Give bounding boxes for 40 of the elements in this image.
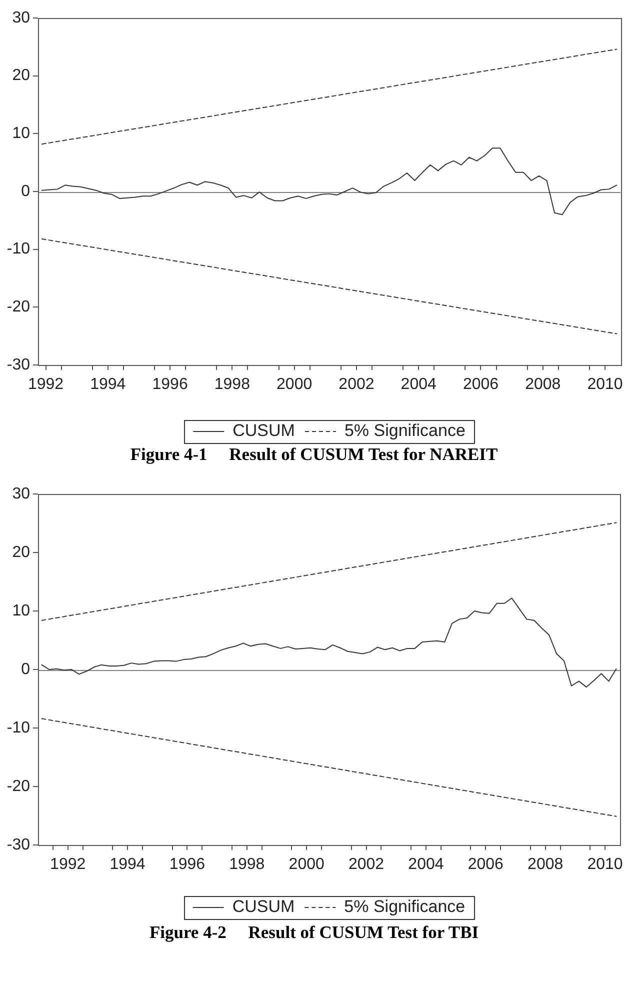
x-tick-label: 2004 — [400, 376, 436, 394]
y-tick-label: -30 — [6, 836, 30, 854]
x-tick-label: 1998 — [214, 376, 250, 394]
y-tick-label: 10 — [12, 602, 30, 620]
x-tick-label: 2004 — [408, 856, 444, 874]
y-tick-label: -30 — [6, 356, 30, 374]
legend-label: 5% Significance — [344, 897, 466, 916]
y-tick-label: 30 — [12, 485, 30, 502]
x-tick-label: 1996 — [152, 376, 188, 394]
y-tick-label: 20 — [12, 67, 30, 84]
y-tick-label: -20 — [6, 778, 30, 795]
y-tick-label: -10 — [6, 240, 30, 258]
legend-label: CUSUM — [232, 897, 295, 916]
y-tick-label: 20 — [12, 544, 30, 561]
y-tick-label: 0 — [21, 182, 30, 200]
legend-label: CUSUM — [232, 421, 295, 440]
x-tick-label: 2006 — [462, 376, 499, 394]
x-tick-label: 2006 — [468, 856, 504, 874]
x-tick-label: 1994 — [110, 856, 146, 874]
x-tick-label: 2008 — [525, 376, 561, 394]
x-tick-label: 1998 — [229, 856, 265, 874]
x-tick-label: 2010 — [587, 856, 623, 874]
y-tick-label: 10 — [12, 125, 30, 142]
legend-label: 5% Significance — [344, 421, 466, 440]
y-tick-label: 0 — [21, 660, 30, 678]
x-tick-label: 1992 — [28, 376, 64, 394]
x-tick-label: 1996 — [169, 856, 206, 874]
x-tick-label: 2000 — [288, 856, 324, 874]
x-tick-label: 2008 — [528, 856, 564, 874]
x-tick-label: 2002 — [348, 856, 384, 874]
caption: Figure 4-2 Result of CUSUM Test for TBI — [149, 922, 479, 942]
x-tick-label: 1992 — [50, 856, 86, 874]
x-tick-label: 2000 — [276, 376, 312, 394]
y-tick-label: -20 — [6, 298, 30, 316]
caption: Figure 4-1 Result of CUSUM Test for NAREIT — [130, 444, 498, 464]
y-tick-label: 30 — [12, 9, 30, 26]
x-tick-label: 2010 — [587, 376, 623, 394]
x-tick-label: 2002 — [338, 376, 374, 394]
y-tick-label: -10 — [6, 719, 30, 736]
x-tick-label: 1994 — [90, 376, 126, 394]
